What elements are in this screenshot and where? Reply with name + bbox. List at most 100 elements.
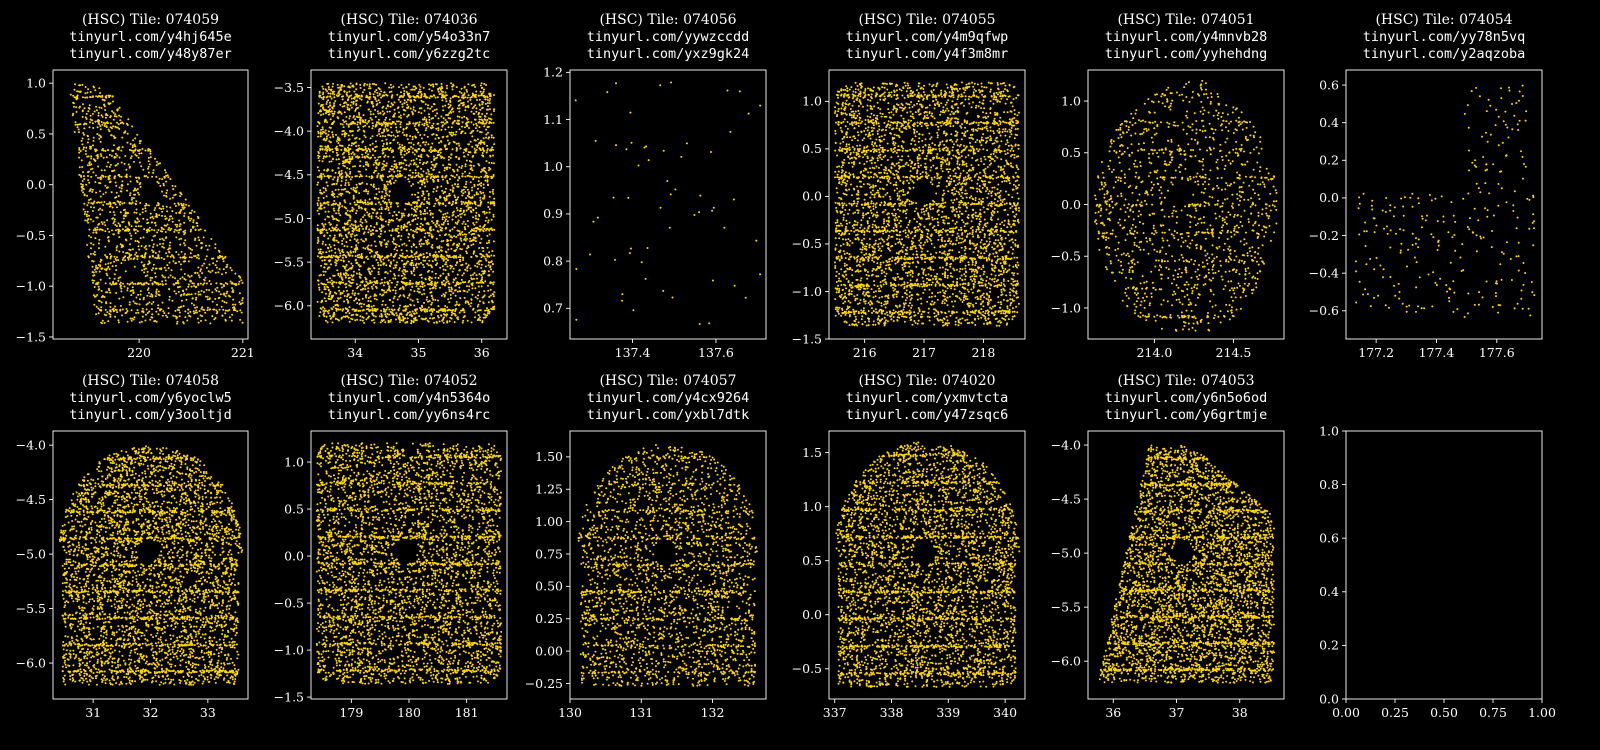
scatter-point — [116, 311, 119, 314]
scatter-point — [169, 247, 172, 250]
scatter-point — [92, 144, 94, 147]
scatter-point — [357, 263, 360, 266]
scatter-point — [403, 134, 406, 136]
scatter-point — [399, 238, 402, 241]
scatter-point — [398, 111, 400, 114]
scatter-point — [367, 190, 370, 193]
scatter-point — [152, 171, 155, 174]
scatter-point — [85, 117, 88, 120]
scatter-point — [135, 296, 138, 299]
scatter-point — [337, 158, 340, 161]
scatter-point — [215, 282, 218, 285]
scatter-point — [85, 183, 88, 186]
scatter-point — [336, 195, 339, 198]
scatter-point — [339, 103, 342, 106]
scatter-point — [447, 103, 450, 106]
scatter-point — [196, 215, 199, 218]
scatter-point — [479, 90, 482, 93]
scatter-point — [490, 268, 493, 271]
scatter-point — [408, 256, 410, 259]
scatter-point — [376, 211, 379, 214]
scatter-point — [447, 298, 450, 301]
scatter-point — [343, 105, 346, 107]
scatter-point — [490, 134, 493, 137]
scatter-point — [156, 180, 159, 183]
scatter-point — [390, 126, 392, 129]
scatter-point — [121, 146, 124, 149]
scatter-point — [84, 92, 87, 95]
scatter-point — [348, 90, 351, 93]
scatter-point — [342, 315, 345, 318]
scatter-point — [385, 308, 388, 311]
scatter-point — [108, 201, 111, 204]
scatter-point — [480, 192, 483, 195]
scatter-point — [396, 141, 399, 144]
scatter-point — [408, 239, 411, 242]
scatter-point — [103, 321, 106, 324]
scatter-point — [390, 131, 393, 134]
scatter-point — [120, 149, 123, 152]
subplot-url: tinyurl.com/y48y87er — [69, 46, 232, 62]
scatter-point — [111, 149, 114, 152]
scatter-point — [166, 255, 169, 258]
scatter-point — [433, 316, 435, 319]
scatter-point — [446, 180, 449, 182]
scatter-point — [173, 283, 176, 286]
scatter-point — [137, 241, 140, 244]
scatter-point — [147, 287, 150, 290]
scatter-point — [470, 160, 473, 163]
scatter-point — [331, 85, 334, 88]
scatter-point — [353, 201, 356, 204]
scatter-point — [126, 251, 129, 254]
scatter-point — [444, 291, 447, 294]
scatter-point — [362, 140, 365, 143]
scatter-point — [405, 127, 408, 130]
scatter-point — [114, 203, 117, 206]
scatter-point — [199, 268, 202, 271]
scatter-point — [417, 155, 420, 158]
scatter-point — [81, 116, 84, 118]
scatter-point — [411, 176, 414, 179]
scatter-point — [172, 314, 175, 317]
scatter-point — [81, 143, 84, 146]
scatter-point — [112, 310, 115, 313]
scatter-point — [99, 190, 101, 193]
scatter-point — [464, 191, 467, 193]
scatter-point — [378, 191, 381, 193]
scatter-point — [392, 277, 395, 280]
scatter-point — [152, 251, 155, 254]
scatter-point — [107, 102, 110, 105]
scatter-point — [322, 187, 325, 189]
scatter-point — [187, 312, 190, 315]
scatter-point — [455, 86, 458, 89]
scatter-point — [445, 251, 448, 254]
scatter-point — [115, 269, 118, 272]
scatter-point — [406, 149, 409, 151]
scatter-point — [460, 200, 463, 203]
scatter-point — [366, 246, 369, 249]
scatter-point — [116, 126, 119, 129]
scatter-point — [338, 162, 341, 165]
scatter-point — [402, 212, 405, 215]
scatter-point — [343, 199, 346, 202]
scatter-point — [180, 263, 182, 266]
scatter-point — [144, 204, 147, 207]
scatter-point — [216, 303, 218, 306]
scatter-point — [187, 308, 190, 311]
scatter-point — [95, 313, 98, 316]
scatter-point — [125, 175, 128, 178]
scatter-point — [329, 223, 332, 226]
scatter-point — [329, 234, 331, 237]
scatter-point — [119, 276, 122, 279]
scatter-point — [426, 270, 429, 273]
scatter-point — [460, 125, 463, 128]
scatter-point — [171, 276, 174, 279]
scatter-point — [373, 156, 376, 159]
scatter-point — [467, 104, 470, 107]
scatter-point — [145, 248, 148, 251]
scatter-point — [132, 151, 135, 154]
scatter-point — [323, 155, 326, 158]
scatter-point — [352, 250, 355, 253]
scatter-point — [90, 163, 93, 166]
scatter-point — [167, 276, 170, 279]
